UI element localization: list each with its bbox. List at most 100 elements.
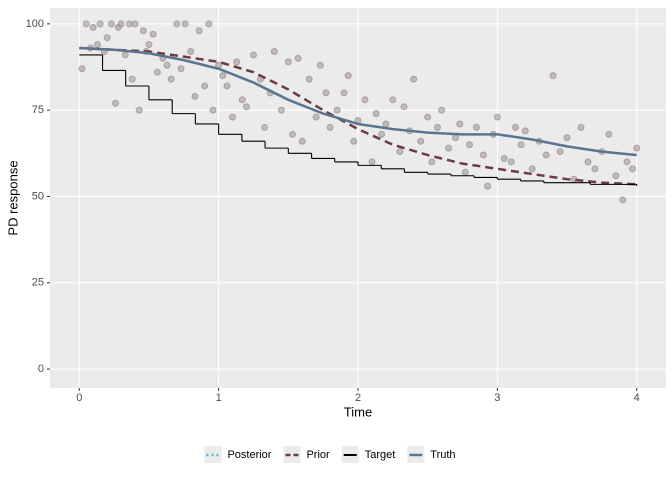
data-point — [288, 130, 296, 138]
legend: Posterior Prior Target Truth — [204, 446, 456, 463]
legend-label: Prior — [306, 449, 330, 461]
data-point — [139, 27, 147, 35]
data-point — [521, 127, 529, 135]
data-point — [145, 41, 153, 49]
data-point — [344, 72, 352, 80]
data-point — [294, 54, 302, 62]
data-point — [209, 106, 217, 114]
data-point — [378, 130, 386, 138]
data-point — [361, 96, 369, 104]
data-point — [417, 137, 425, 145]
data-point — [284, 58, 292, 66]
x-tick-label: 3 — [494, 392, 500, 404]
y-tick-label: 0 — [38, 363, 44, 375]
data-point — [326, 123, 334, 131]
data-point — [472, 123, 480, 131]
data-point — [103, 34, 111, 42]
data-point — [163, 61, 171, 69]
data-point — [396, 148, 404, 156]
legend-label: Posterior — [227, 449, 271, 461]
y-tick-label: 50 — [32, 190, 44, 202]
data-point — [517, 141, 525, 149]
data-point — [316, 61, 324, 69]
data-point — [605, 130, 613, 138]
data-point — [177, 65, 185, 73]
data-point — [389, 96, 397, 104]
data-point — [93, 41, 101, 49]
data-point — [78, 65, 86, 73]
data-point — [461, 168, 469, 176]
data-point — [153, 68, 161, 76]
data-point — [173, 20, 181, 28]
legend-label: Target — [365, 449, 396, 461]
data-point — [445, 144, 453, 152]
data-point — [456, 120, 464, 128]
y-tick-label: 75 — [32, 104, 44, 116]
data-point — [167, 75, 175, 83]
data-point — [238, 96, 246, 104]
data-point — [424, 113, 432, 121]
data-point — [528, 165, 536, 173]
data-point — [556, 148, 564, 156]
data-point — [410, 75, 418, 83]
data-point — [340, 89, 348, 97]
data-point — [619, 196, 627, 204]
data-point — [96, 20, 104, 28]
data-point — [372, 110, 380, 118]
marks — [78, 20, 641, 204]
data-point — [511, 123, 519, 131]
data-point — [623, 158, 631, 166]
x-tick-label: 1 — [216, 392, 222, 404]
data-point — [333, 106, 341, 114]
data-point — [577, 123, 585, 131]
data-point — [82, 20, 90, 28]
data-point — [433, 123, 441, 131]
line-series — [79, 46, 637, 186]
data-point — [500, 154, 508, 162]
data-point — [187, 47, 195, 55]
data-point — [261, 123, 269, 131]
data-point — [107, 20, 115, 28]
x-tick-label: 0 — [76, 392, 82, 404]
data-point — [584, 158, 592, 166]
data-point — [223, 82, 231, 90]
data-point — [633, 144, 641, 152]
data-point — [195, 27, 203, 35]
data-point — [181, 20, 189, 28]
data-point — [135, 106, 143, 114]
data-point — [542, 151, 550, 159]
grid — [50, 8, 666, 388]
data-point — [229, 113, 237, 121]
data-point — [149, 30, 157, 38]
data-point — [312, 113, 320, 121]
data-point — [479, 151, 487, 159]
data-point — [428, 158, 436, 166]
data-point — [219, 72, 227, 80]
data-point — [612, 172, 620, 180]
data-point — [549, 72, 557, 80]
legend-label: Truth — [430, 449, 455, 461]
data-point — [277, 106, 285, 114]
data-point — [438, 106, 446, 114]
data-point — [382, 120, 390, 128]
data-point — [249, 51, 257, 59]
x-axis-label: Time — [344, 404, 372, 419]
legend-key — [283, 446, 301, 463]
data-point — [233, 58, 241, 66]
data-point — [322, 89, 330, 97]
y-axis-label: PD response — [5, 160, 20, 235]
data-point — [117, 20, 125, 28]
data-point — [305, 75, 313, 83]
data-point — [465, 141, 473, 149]
data-point — [452, 134, 460, 142]
data-point — [368, 158, 376, 166]
data-point — [563, 134, 571, 142]
data-point — [484, 182, 492, 190]
data-point — [112, 99, 120, 107]
data-point — [121, 51, 129, 59]
data-point — [131, 20, 139, 28]
x-tick-label: 2 — [355, 392, 361, 404]
x-tick-label: 4 — [634, 392, 640, 404]
data-point — [89, 23, 97, 31]
